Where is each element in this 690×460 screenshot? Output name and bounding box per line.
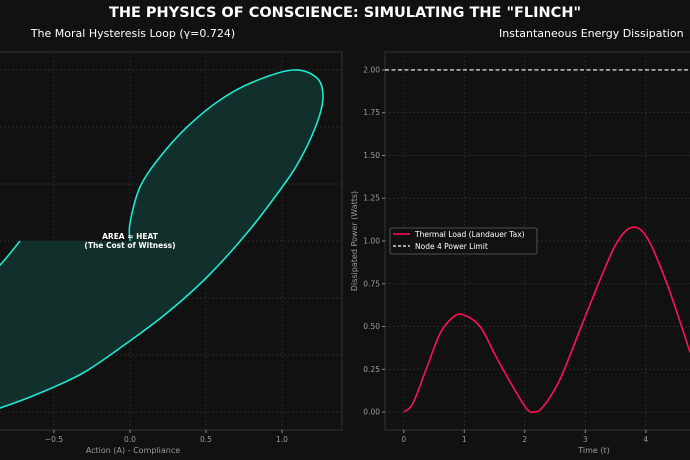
y-tick-label: 0.00 <box>363 408 380 417</box>
legend-label-limit: Node 4 Power Limit <box>415 242 488 251</box>
x-tick-label: 4 <box>643 435 648 444</box>
y-tick-label: 1.25 <box>363 194 380 203</box>
y-tick-label: 1.75 <box>363 108 380 117</box>
heat-area-fill <box>0 69 323 408</box>
annotation-line-1: AREA = HEAT <box>102 232 159 241</box>
left-chart-title: The Moral Hysteresis Loop (γ=0.724) <box>30 27 235 40</box>
x-tick-label: −0.5 <box>45 435 63 444</box>
right-y-axis-label: Dissipated Power (Watts) <box>350 191 359 291</box>
y-tick-label: 1.00 <box>363 237 380 246</box>
y-tick-label: 0.25 <box>363 365 380 374</box>
x-tick-label: 0.5 <box>200 435 212 444</box>
y-tick-label: 0.75 <box>363 279 380 288</box>
legend-label-thermal: Thermal Load (Landauer Tax) <box>414 230 525 239</box>
x-tick-label: 3 <box>583 435 588 444</box>
x-tick-label: 1 <box>462 435 467 444</box>
left-x-axis-label: Action (A) - Compliance <box>86 446 180 455</box>
annotation-line-2: (The Cost of Witness) <box>84 241 175 250</box>
x-tick-label: 2 <box>522 435 527 444</box>
x-tick-label: 1.0 <box>276 435 288 444</box>
x-tick-label: 0.0 <box>124 435 136 444</box>
right-x-axis-label: Time (t) <box>577 446 610 455</box>
thermal-load-line <box>403 226 690 413</box>
figure-title: THE PHYSICS OF CONSCIENCE: SIMULATING TH… <box>109 5 581 21</box>
hysteresis-loop-line <box>0 69 324 409</box>
y-tick-label: 0.50 <box>363 322 380 331</box>
loop-group <box>0 69 324 409</box>
x-tick-label: 0 <box>401 435 406 444</box>
y-tick-label: 1.50 <box>363 151 380 160</box>
y-tick-label: 2.00 <box>363 65 380 74</box>
legend: Thermal Load (Landauer Tax) Node 4 Power… <box>389 227 538 255</box>
right-chart-title: Instantaneous Energy Dissipation <box>499 27 684 40</box>
hysteresis-plot: −0.5 0.0 0.5 1.0 <box>0 51 343 444</box>
